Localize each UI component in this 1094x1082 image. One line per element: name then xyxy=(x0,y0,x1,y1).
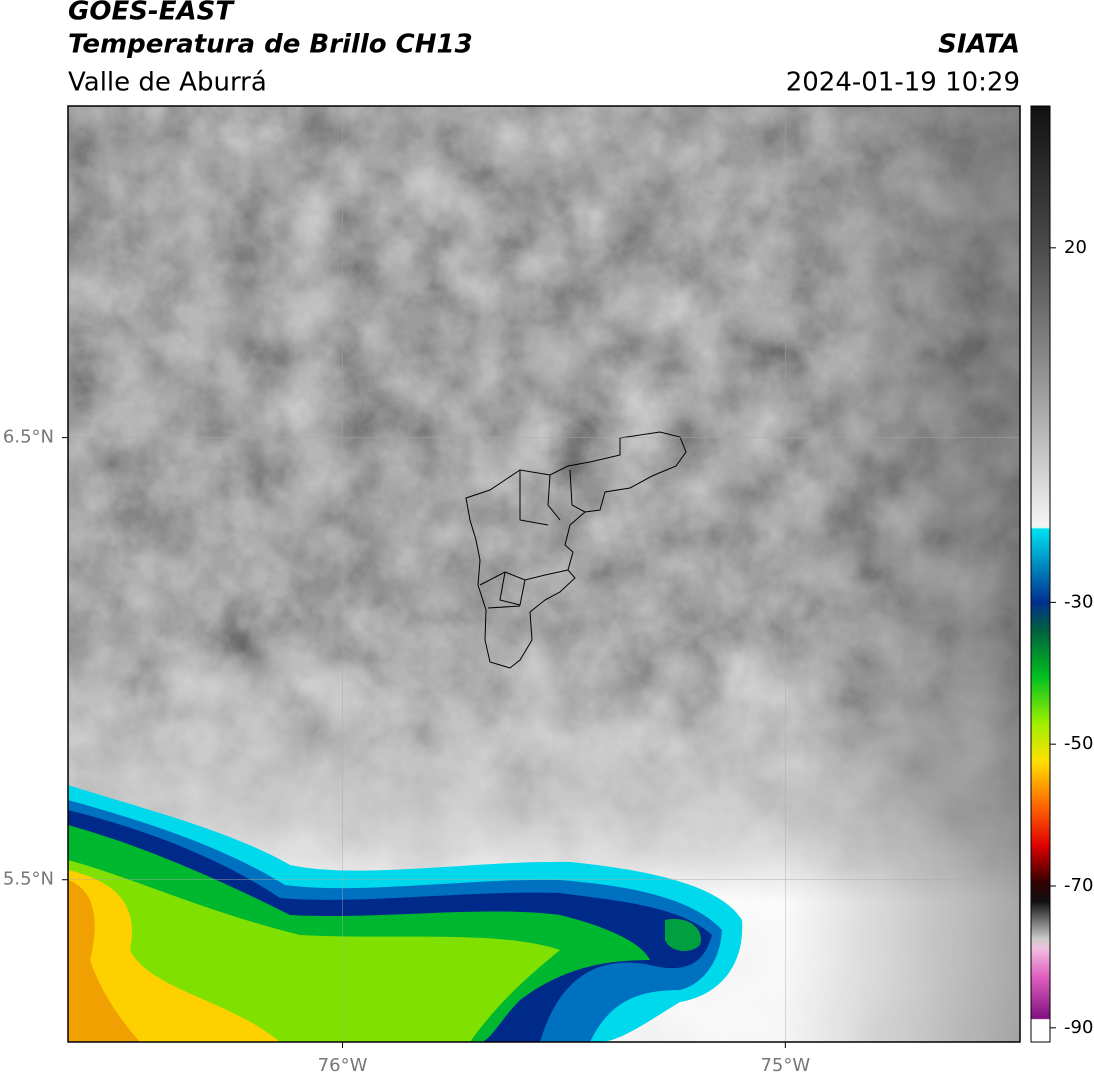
colorbar-tick-label: -30 xyxy=(1064,591,1093,612)
valley-boundary xyxy=(465,431,687,669)
datetime: 2024-01-19 10:29 xyxy=(786,68,1020,98)
x-tick-label: 76°W xyxy=(318,1055,368,1076)
grid: 76°W 75°W 6.5°N 5.5°N xyxy=(3,106,1020,1076)
title: GOES-EAST xyxy=(68,0,235,27)
y-tick-label: 6.5°N xyxy=(3,427,54,448)
colorbar-tick-label: 20 xyxy=(1064,237,1087,258)
colorbar-tick-label: -70 xyxy=(1064,875,1093,896)
map-frame xyxy=(67,105,1021,1043)
colorbar-tick-label: -50 xyxy=(1064,733,1093,754)
x-tick-label: 75°W xyxy=(760,1055,810,1076)
region: Valle de Aburrá xyxy=(68,68,267,98)
map-image xyxy=(68,106,1020,1042)
colorbar-tick-label: -90 xyxy=(1064,1017,1093,1038)
colorbar xyxy=(1030,105,1051,1043)
source: SIATA xyxy=(938,30,1020,60)
subtitle: Temperatura de Brillo CH13 xyxy=(68,30,473,60)
colorbar-ticks: 20 -30 -50 -70 -90 xyxy=(1050,237,1093,1038)
y-tick-label: 5.5°N xyxy=(3,869,54,890)
